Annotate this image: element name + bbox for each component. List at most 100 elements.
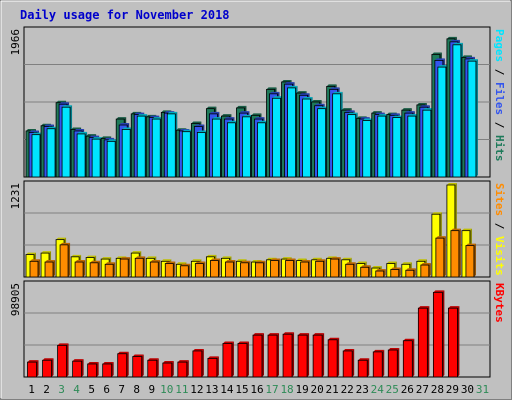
x-tick-23: 23 [356, 383, 369, 396]
bar-kbytes-17 [267, 333, 280, 378]
bar-kbytes-9 [147, 358, 159, 378]
x-tick-20: 20 [311, 383, 324, 396]
legend-part-visits-2: Visits [493, 236, 506, 276]
bar-sites-7 [119, 257, 131, 278]
bar-pages-3 [61, 105, 73, 178]
bar-pages-14 [227, 120, 238, 178]
panel-hits: 1966 Pages / Files / Hits [9, 26, 506, 178]
x-tick-30: 30 [461, 383, 474, 396]
x-tick-29: 29 [446, 383, 459, 396]
bar-pages-1 [31, 132, 42, 178]
x-tick-24: 24 [371, 383, 385, 396]
bar-pages-20 [317, 106, 328, 178]
bar-kbytes-13 [207, 356, 219, 378]
bar-kbytes-16 [252, 333, 264, 378]
bar-sites-3 [59, 242, 71, 278]
bar-kbytes-20 [312, 333, 325, 378]
bar-sites-4 [74, 260, 86, 278]
x-tick-22: 22 [341, 383, 354, 396]
bar-kbytes-11 [177, 360, 189, 378]
x-tick-9: 9 [148, 383, 155, 396]
bar-pages-4 [76, 131, 88, 178]
legend-part-hits-1: / [493, 62, 506, 82]
bar-kbytes-23 [357, 358, 370, 378]
bar-sites-20 [315, 259, 326, 278]
bar-kbytes-25 [387, 348, 400, 378]
bar-sites-11 [179, 263, 191, 278]
x-axis: 1 2 3 4 5 6 7 8 9 10 11 12 13 14 15 16 17 18 19 20 21 22 23 24 2… [28, 383, 489, 396]
bar-sites-6 [104, 262, 116, 278]
bar-kbytes-1 [27, 360, 39, 378]
bar-pages-27 [422, 108, 433, 178]
bar-pages-15 [242, 114, 253, 178]
bar-kbytes-8 [132, 354, 144, 378]
bar-pages-23 [362, 118, 373, 178]
bar-sites-21 [330, 257, 341, 278]
bar-pages-26 [407, 114, 418, 178]
bars-visits [25, 183, 476, 278]
x-tick-2: 2 [43, 383, 50, 396]
bar-pages-18 [287, 85, 298, 178]
legend-label-hits: Pages / Files / Hits [493, 29, 506, 162]
bar-kbytes-26 [402, 338, 415, 378]
ymax-label-visits: 1231 [9, 183, 22, 210]
x-tick-5: 5 [88, 383, 95, 396]
bar-sites-13 [209, 258, 221, 278]
panels: 1966 Pages / Files / Hits 1231 Sites / Visi… [9, 26, 506, 378]
ymax-label-kbytes: 98905 [9, 283, 22, 316]
bar-pages-25 [392, 115, 403, 178]
chart-title: Daily usage for November 2018 [20, 8, 230, 22]
legend-part-hits-4: Hits [493, 135, 506, 162]
bar-pages-28 [437, 65, 448, 178]
bar-kbytes-28 [432, 290, 445, 378]
bar-sites-18 [285, 258, 296, 278]
bar-pages-22 [347, 112, 358, 178]
bar-kbytes-21 [327, 337, 340, 378]
bar-sites-1 [29, 259, 40, 278]
legend-part-kbytes-0: KBytes [493, 283, 506, 323]
bar-sites-14 [225, 260, 236, 278]
x-tick-17: 17 [265, 383, 278, 396]
bar-pages-5 [91, 137, 103, 178]
x-tick-14: 14 [220, 383, 234, 396]
bar-kbytes-24 [372, 349, 385, 378]
bar-sites-29 [450, 228, 461, 278]
bar-sites-24 [375, 269, 386, 278]
bar-pages-9 [151, 117, 163, 178]
bar-kbytes-5 [87, 361, 99, 378]
x-tick-1: 1 [28, 383, 35, 396]
bar-kbytes-29 [448, 306, 460, 378]
panel-kbytes: 98905 KBytes [9, 280, 506, 378]
bar-pages-6 [106, 139, 118, 178]
bar-pages-21 [332, 91, 343, 178]
bar-pages-17 [272, 96, 283, 178]
x-tick-18: 18 [280, 383, 293, 396]
legend-label-visits: Sites / Visits [493, 183, 506, 276]
x-tick-7: 7 [118, 383, 125, 396]
bar-sites-8 [134, 256, 146, 278]
bar-pages-2 [46, 126, 58, 178]
bar-pages-24 [377, 114, 388, 178]
bars-kbytes [27, 290, 460, 378]
legend-part-hits-3: / [493, 115, 506, 135]
bar-sites-28 [435, 236, 446, 278]
x-tick-31: 31 [476, 383, 489, 396]
bar-sites-15 [240, 260, 251, 278]
x-tick-15: 15 [235, 383, 248, 396]
bar-sites-9 [149, 260, 161, 278]
bar-kbytes-4 [72, 359, 84, 378]
bar-sites-27 [420, 263, 431, 278]
x-tick-12: 12 [190, 383, 203, 396]
bar-kbytes-15 [237, 341, 249, 378]
legend-label-kbytes: KBytes [493, 283, 506, 323]
bar-pages-29 [452, 42, 463, 178]
bar-kbytes-10 [162, 361, 174, 378]
bar-pages-30 [467, 59, 478, 178]
bar-kbytes-3 [57, 343, 69, 378]
x-tick-8: 8 [133, 383, 140, 396]
x-tick-11: 11 [175, 383, 188, 396]
x-tick-25: 25 [386, 383, 399, 396]
bar-sites-12 [194, 261, 206, 278]
